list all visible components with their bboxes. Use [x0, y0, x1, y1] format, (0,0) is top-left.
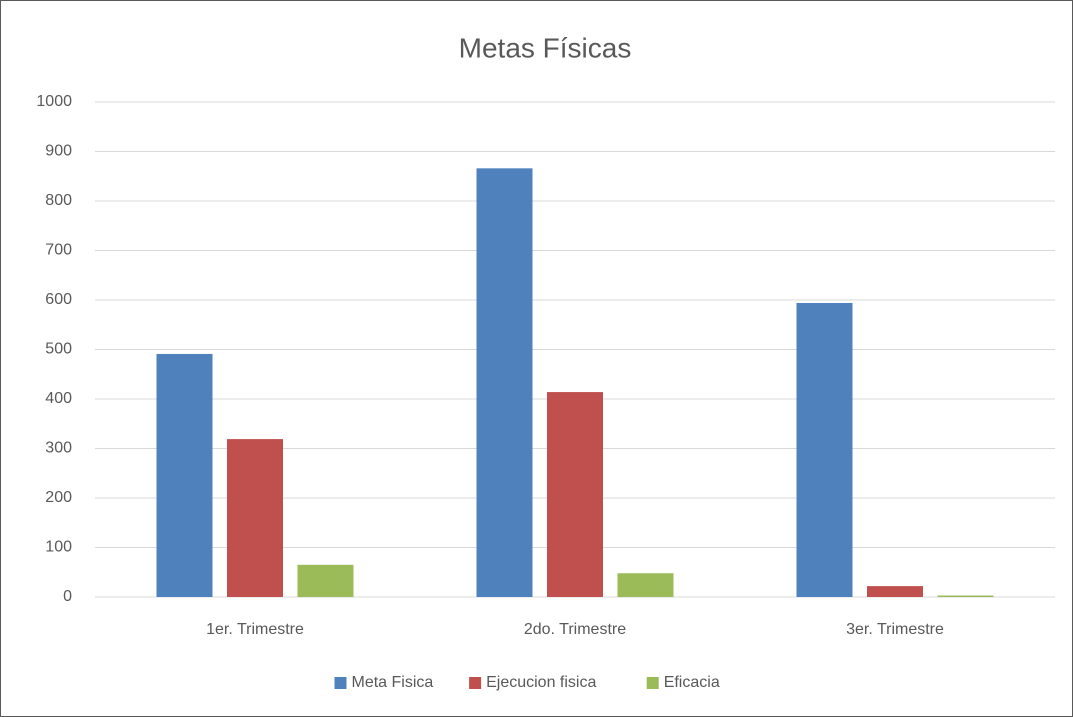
- y-tick-label: 900: [45, 143, 72, 160]
- chart-title: Metas Físicas: [459, 32, 632, 63]
- legend-swatch: [334, 677, 347, 689]
- y-tick-label: 600: [45, 291, 72, 308]
- bar: [617, 573, 674, 597]
- y-tick-label: 200: [45, 489, 72, 506]
- y-tick-label: 300: [45, 440, 72, 457]
- y-tick-label: 1000: [36, 93, 72, 110]
- legend-swatch: [646, 677, 659, 689]
- bar: [227, 439, 283, 597]
- y-tick-label: 500: [45, 341, 72, 358]
- bar: [476, 168, 533, 597]
- bar: [547, 392, 603, 597]
- y-tick-label: 800: [45, 192, 72, 209]
- y-tick-label: 700: [45, 242, 72, 259]
- legend-label: Ejecucion fisica: [486, 674, 596, 691]
- x-tick-label: 2do. Trimestre: [524, 621, 626, 638]
- legend-label: Meta Fisica: [352, 674, 434, 691]
- x-tick-label: 3er. Trimestre: [846, 621, 944, 638]
- bar: [297, 564, 354, 597]
- x-tick-label: 1er. Trimestre: [206, 621, 304, 638]
- bar: [937, 595, 994, 597]
- y-tick-label: 100: [45, 539, 72, 556]
- bar: [796, 302, 853, 597]
- bar: [867, 586, 923, 597]
- y-tick-label: 0: [63, 588, 72, 605]
- bar: [156, 353, 213, 597]
- legend-swatch: [469, 677, 482, 689]
- y-tick-label: 400: [45, 390, 72, 407]
- legend-label: Eficacia: [664, 674, 720, 691]
